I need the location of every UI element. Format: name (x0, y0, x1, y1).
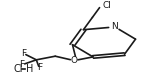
Text: F: F (19, 60, 24, 69)
Text: Cl: Cl (103, 1, 111, 10)
Text: F: F (21, 49, 26, 58)
Text: H: H (26, 65, 34, 75)
Text: F: F (37, 63, 42, 72)
Text: O: O (71, 56, 78, 65)
Text: N: N (112, 22, 118, 31)
Text: Cl: Cl (13, 65, 23, 75)
